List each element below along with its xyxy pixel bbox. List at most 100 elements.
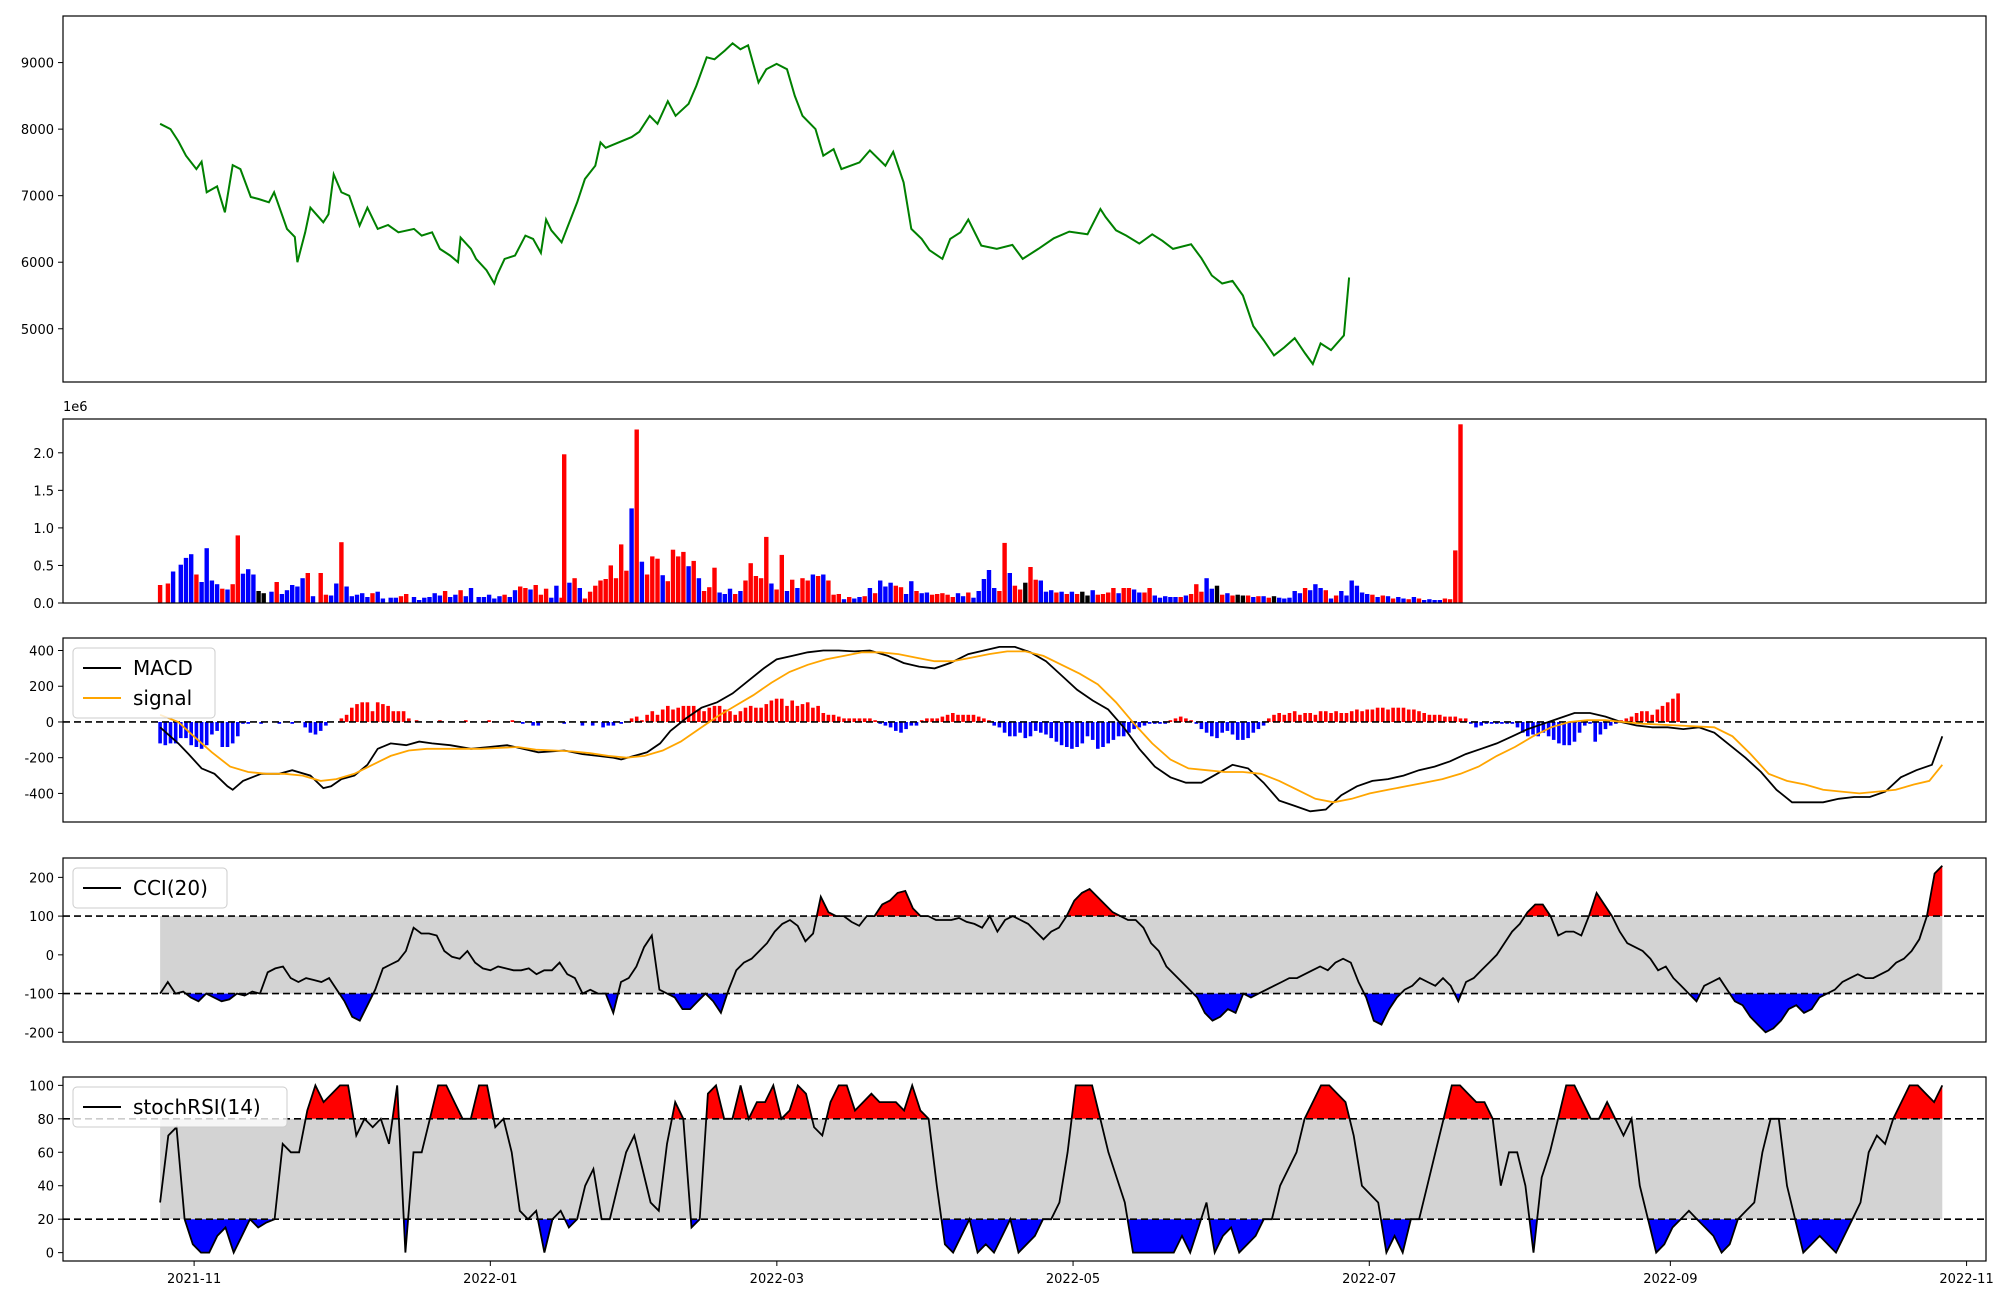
macd-histogram-bar	[707, 707, 712, 722]
macd-histogram-bar	[318, 722, 323, 731]
macd-histogram-bar	[225, 722, 230, 747]
volume-bar	[349, 596, 354, 603]
volume-bar	[1422, 600, 1427, 603]
macd-histogram-bar	[1220, 722, 1224, 733]
volume-bar	[1365, 594, 1370, 603]
stochrsi-neutral-band	[160, 1118, 1943, 1220]
volume-bar	[758, 578, 764, 603]
volume-bar	[701, 591, 707, 603]
volume-bar	[836, 594, 841, 603]
macd-histogram-bar	[1355, 709, 1359, 722]
macd-histogram-bar	[1557, 722, 1561, 744]
macd-histogram-bar	[179, 722, 183, 739]
macd-histogram-bar	[1432, 714, 1437, 722]
stochrsi-oversold-area	[1380, 1219, 1411, 1253]
macd-histogram-bar	[241, 722, 245, 724]
volume-bar	[246, 569, 251, 603]
volume-bar	[1080, 591, 1085, 603]
y-tick-label: 100	[29, 910, 54, 925]
macd-histogram-bar	[1324, 711, 1328, 722]
cci-oversold-area	[1193, 993, 1244, 1021]
volume-bar	[344, 586, 349, 603]
macd-histogram-bar	[1412, 709, 1416, 722]
macd-histogram-bar	[629, 718, 634, 722]
volume-bar	[204, 548, 209, 603]
volume-bar	[1308, 590, 1313, 603]
macd-histogram-bar	[339, 718, 344, 722]
volume-bar	[582, 598, 588, 603]
macd-histogram-bar	[1080, 722, 1085, 744]
volume-bar	[1453, 550, 1458, 603]
macd-histogram-bar	[842, 718, 846, 722]
macd-histogram-bar	[904, 722, 908, 730]
macd-histogram-bar	[531, 722, 535, 726]
volume-bar	[1432, 600, 1437, 603]
macd-histogram-bar	[1463, 718, 1468, 722]
y-tick-label: 6000	[21, 256, 54, 271]
volume-bar	[572, 578, 577, 603]
volume-bar	[727, 588, 733, 603]
macd-histogram-bar	[785, 705, 789, 722]
macd-histogram-bar	[1640, 711, 1644, 722]
macd-histogram-bar	[1251, 722, 1256, 733]
macd-histogram-bar	[1438, 714, 1442, 722]
cci-oversold-area	[605, 993, 619, 1013]
macd-histogram-bar	[1479, 722, 1483, 726]
volume-bar	[393, 597, 398, 603]
volume-bar	[240, 573, 246, 603]
y-tick-label: 60	[37, 1146, 54, 1161]
y-tick-label: 0	[46, 1247, 54, 1262]
stochrsi-overbought-area	[706, 1085, 725, 1119]
volume-bar	[1339, 591, 1344, 603]
macd-histogram-bar	[313, 722, 318, 735]
volume-bar	[360, 593, 365, 603]
volume-bar	[795, 588, 800, 603]
macd-histogram-bar	[831, 714, 836, 722]
x-tick-label: 2022-09	[1643, 1272, 1697, 1287]
volume-bar	[220, 588, 225, 603]
macd-histogram-bar	[961, 714, 965, 722]
y-tick-label: 1.0	[33, 522, 54, 537]
volume-bar	[1007, 573, 1012, 603]
volume-bar	[743, 580, 748, 603]
volume-bar	[533, 585, 538, 603]
macd-histogram-bar	[1660, 705, 1665, 722]
volume-bar	[955, 593, 961, 603]
stochrsi-overbought-area	[1893, 1085, 1943, 1119]
macd-histogram-bar	[1645, 711, 1649, 722]
macd-histogram-bar	[1065, 722, 1069, 747]
volume-bar	[1168, 597, 1173, 603]
volume-bar	[1106, 592, 1111, 603]
macd-histogram-bar	[925, 718, 929, 722]
volume-bar	[269, 591, 274, 603]
y-tick-label: -200	[24, 1026, 54, 1041]
macd-histogram-bar	[650, 711, 655, 722]
macd-histogram-bar	[438, 720, 442, 722]
volume-bar	[1313, 584, 1318, 603]
volume-bar	[712, 567, 717, 603]
panel-frame	[62, 1076, 1987, 1262]
volume-bar	[862, 596, 867, 603]
macd-histogram-bar	[220, 722, 225, 747]
macd-histogram-bar	[350, 707, 354, 722]
stochrsi-overbought-area	[305, 1085, 354, 1119]
volume-bar	[1043, 591, 1049, 603]
volume-bar	[1131, 589, 1137, 603]
macd-histogram-bar	[1282, 714, 1287, 722]
volume-bar	[660, 575, 665, 603]
macd-histogram-bar	[805, 702, 810, 722]
macd-histogram-bar	[733, 714, 737, 722]
volume-bar	[1002, 542, 1007, 603]
macd-histogram-bar	[759, 707, 763, 722]
volume-bar	[1017, 589, 1023, 603]
macd-histogram-bar	[702, 711, 706, 722]
volume-bar	[784, 591, 790, 603]
volume-bar	[748, 563, 753, 603]
macd-histogram-bar	[1023, 722, 1028, 739]
volume-bar	[1442, 598, 1448, 603]
volume-bar	[790, 579, 795, 603]
volume-bar	[1245, 595, 1251, 603]
volume-offset-label: 1e6	[63, 400, 88, 415]
y-tick-label: 0.5	[33, 559, 54, 574]
macd-histogram-bar	[1173, 718, 1178, 722]
